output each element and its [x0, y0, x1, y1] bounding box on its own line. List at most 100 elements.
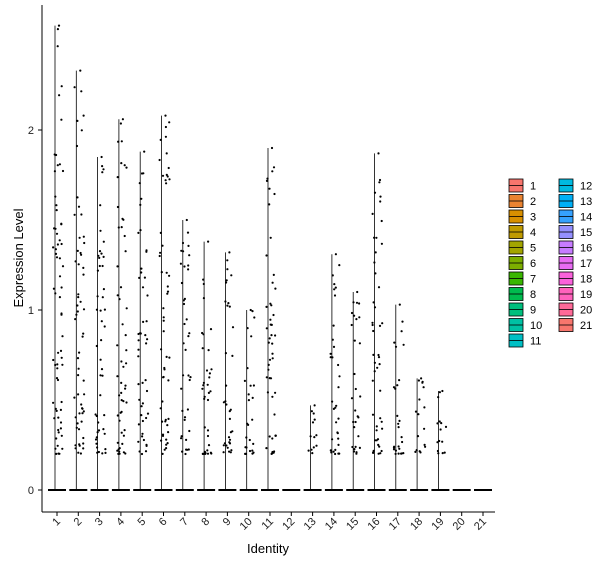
legend-item: 7: [508, 271, 536, 286]
data-point: [353, 448, 356, 451]
data-point: [397, 445, 400, 448]
data-point: [272, 273, 275, 276]
data-point: [58, 239, 61, 242]
data-point: [160, 271, 163, 274]
data-point: [227, 436, 231, 439]
data-point: [372, 329, 375, 333]
data-point: [312, 412, 315, 415]
data-point: [310, 410, 313, 413]
legend-item: 3: [508, 209, 536, 224]
data-point: [75, 426, 78, 429]
data-point: [438, 420, 441, 423]
data-point: [123, 234, 126, 238]
data-point: [77, 296, 80, 299]
data-point: [443, 451, 446, 454]
data-point: [201, 452, 204, 455]
data-point: [120, 140, 123, 143]
data-point: [162, 319, 165, 322]
data-point: [56, 243, 60, 246]
x-tick-label: 7: [178, 516, 191, 529]
data-point: [83, 241, 86, 245]
data-point: [61, 447, 64, 450]
x-tick-label: 2: [72, 516, 85, 529]
data-point: [202, 333, 205, 336]
legend-item: 10: [508, 318, 542, 332]
data-point: [373, 236, 376, 239]
data-point: [269, 302, 272, 305]
data-point: [54, 292, 57, 295]
data-point: [310, 448, 313, 451]
legend-label: 14: [580, 212, 592, 224]
data-point: [183, 265, 186, 268]
data-point: [96, 295, 99, 298]
legend-label: 9: [530, 305, 536, 317]
data-point: [161, 420, 164, 423]
legend-label: 19: [580, 289, 592, 301]
data-point: [58, 257, 62, 260]
data-point: [54, 248, 58, 251]
data-point: [231, 326, 235, 329]
data-point: [168, 274, 171, 277]
data-point: [166, 442, 169, 445]
data-point: [251, 396, 254, 399]
data-point: [125, 166, 128, 169]
data-point: [159, 231, 162, 234]
data-point: [140, 405, 143, 408]
data-point: [400, 436, 403, 439]
data-point: [337, 417, 340, 420]
data-point: [253, 316, 256, 319]
data-point: [252, 384, 255, 387]
data-point: [229, 431, 232, 434]
data-point: [161, 452, 164, 455]
data-point: [353, 426, 356, 429]
data-point: [392, 448, 396, 451]
data-point: [116, 344, 119, 347]
data-point: [274, 434, 277, 437]
data-point: [379, 195, 382, 198]
data-point: [312, 446, 315, 449]
data-point: [437, 396, 440, 399]
legend-item: 13: [558, 194, 592, 208]
data-point: [117, 226, 120, 229]
data-point: [81, 335, 84, 338]
data-point: [116, 265, 119, 268]
data-point: [103, 432, 106, 435]
data-point: [398, 419, 401, 422]
legend-item: 9: [508, 302, 536, 317]
data-point: [116, 441, 119, 444]
data-point: [104, 451, 107, 454]
data-point: [379, 200, 382, 203]
data-point: [165, 173, 168, 176]
data-point: [116, 449, 119, 452]
data-point: [203, 426, 206, 429]
data-point: [181, 450, 184, 453]
data-point: [119, 286, 123, 289]
data-point: [121, 217, 124, 220]
data-point: [102, 168, 105, 171]
data-point: [162, 330, 165, 333]
data-point: [187, 264, 190, 267]
data-point: [379, 417, 382, 420]
x-tick-label: 21: [472, 516, 489, 533]
data-point: [270, 334, 273, 337]
data-point: [98, 256, 101, 259]
data-point: [206, 383, 209, 386]
data-point: [116, 294, 119, 297]
data-point: [99, 394, 102, 397]
data-point: [210, 368, 213, 371]
data-point: [231, 354, 234, 357]
data-point: [116, 414, 119, 417]
data-point: [373, 306, 377, 309]
data-point: [121, 118, 124, 121]
data-point: [183, 418, 186, 421]
legend-item: 18: [558, 271, 592, 286]
data-point: [422, 386, 425, 389]
data-point: [82, 442, 85, 445]
data-point: [52, 287, 56, 290]
data-point: [77, 451, 80, 454]
data-point: [116, 176, 119, 179]
data-point: [252, 442, 255, 445]
data-point: [141, 402, 144, 405]
